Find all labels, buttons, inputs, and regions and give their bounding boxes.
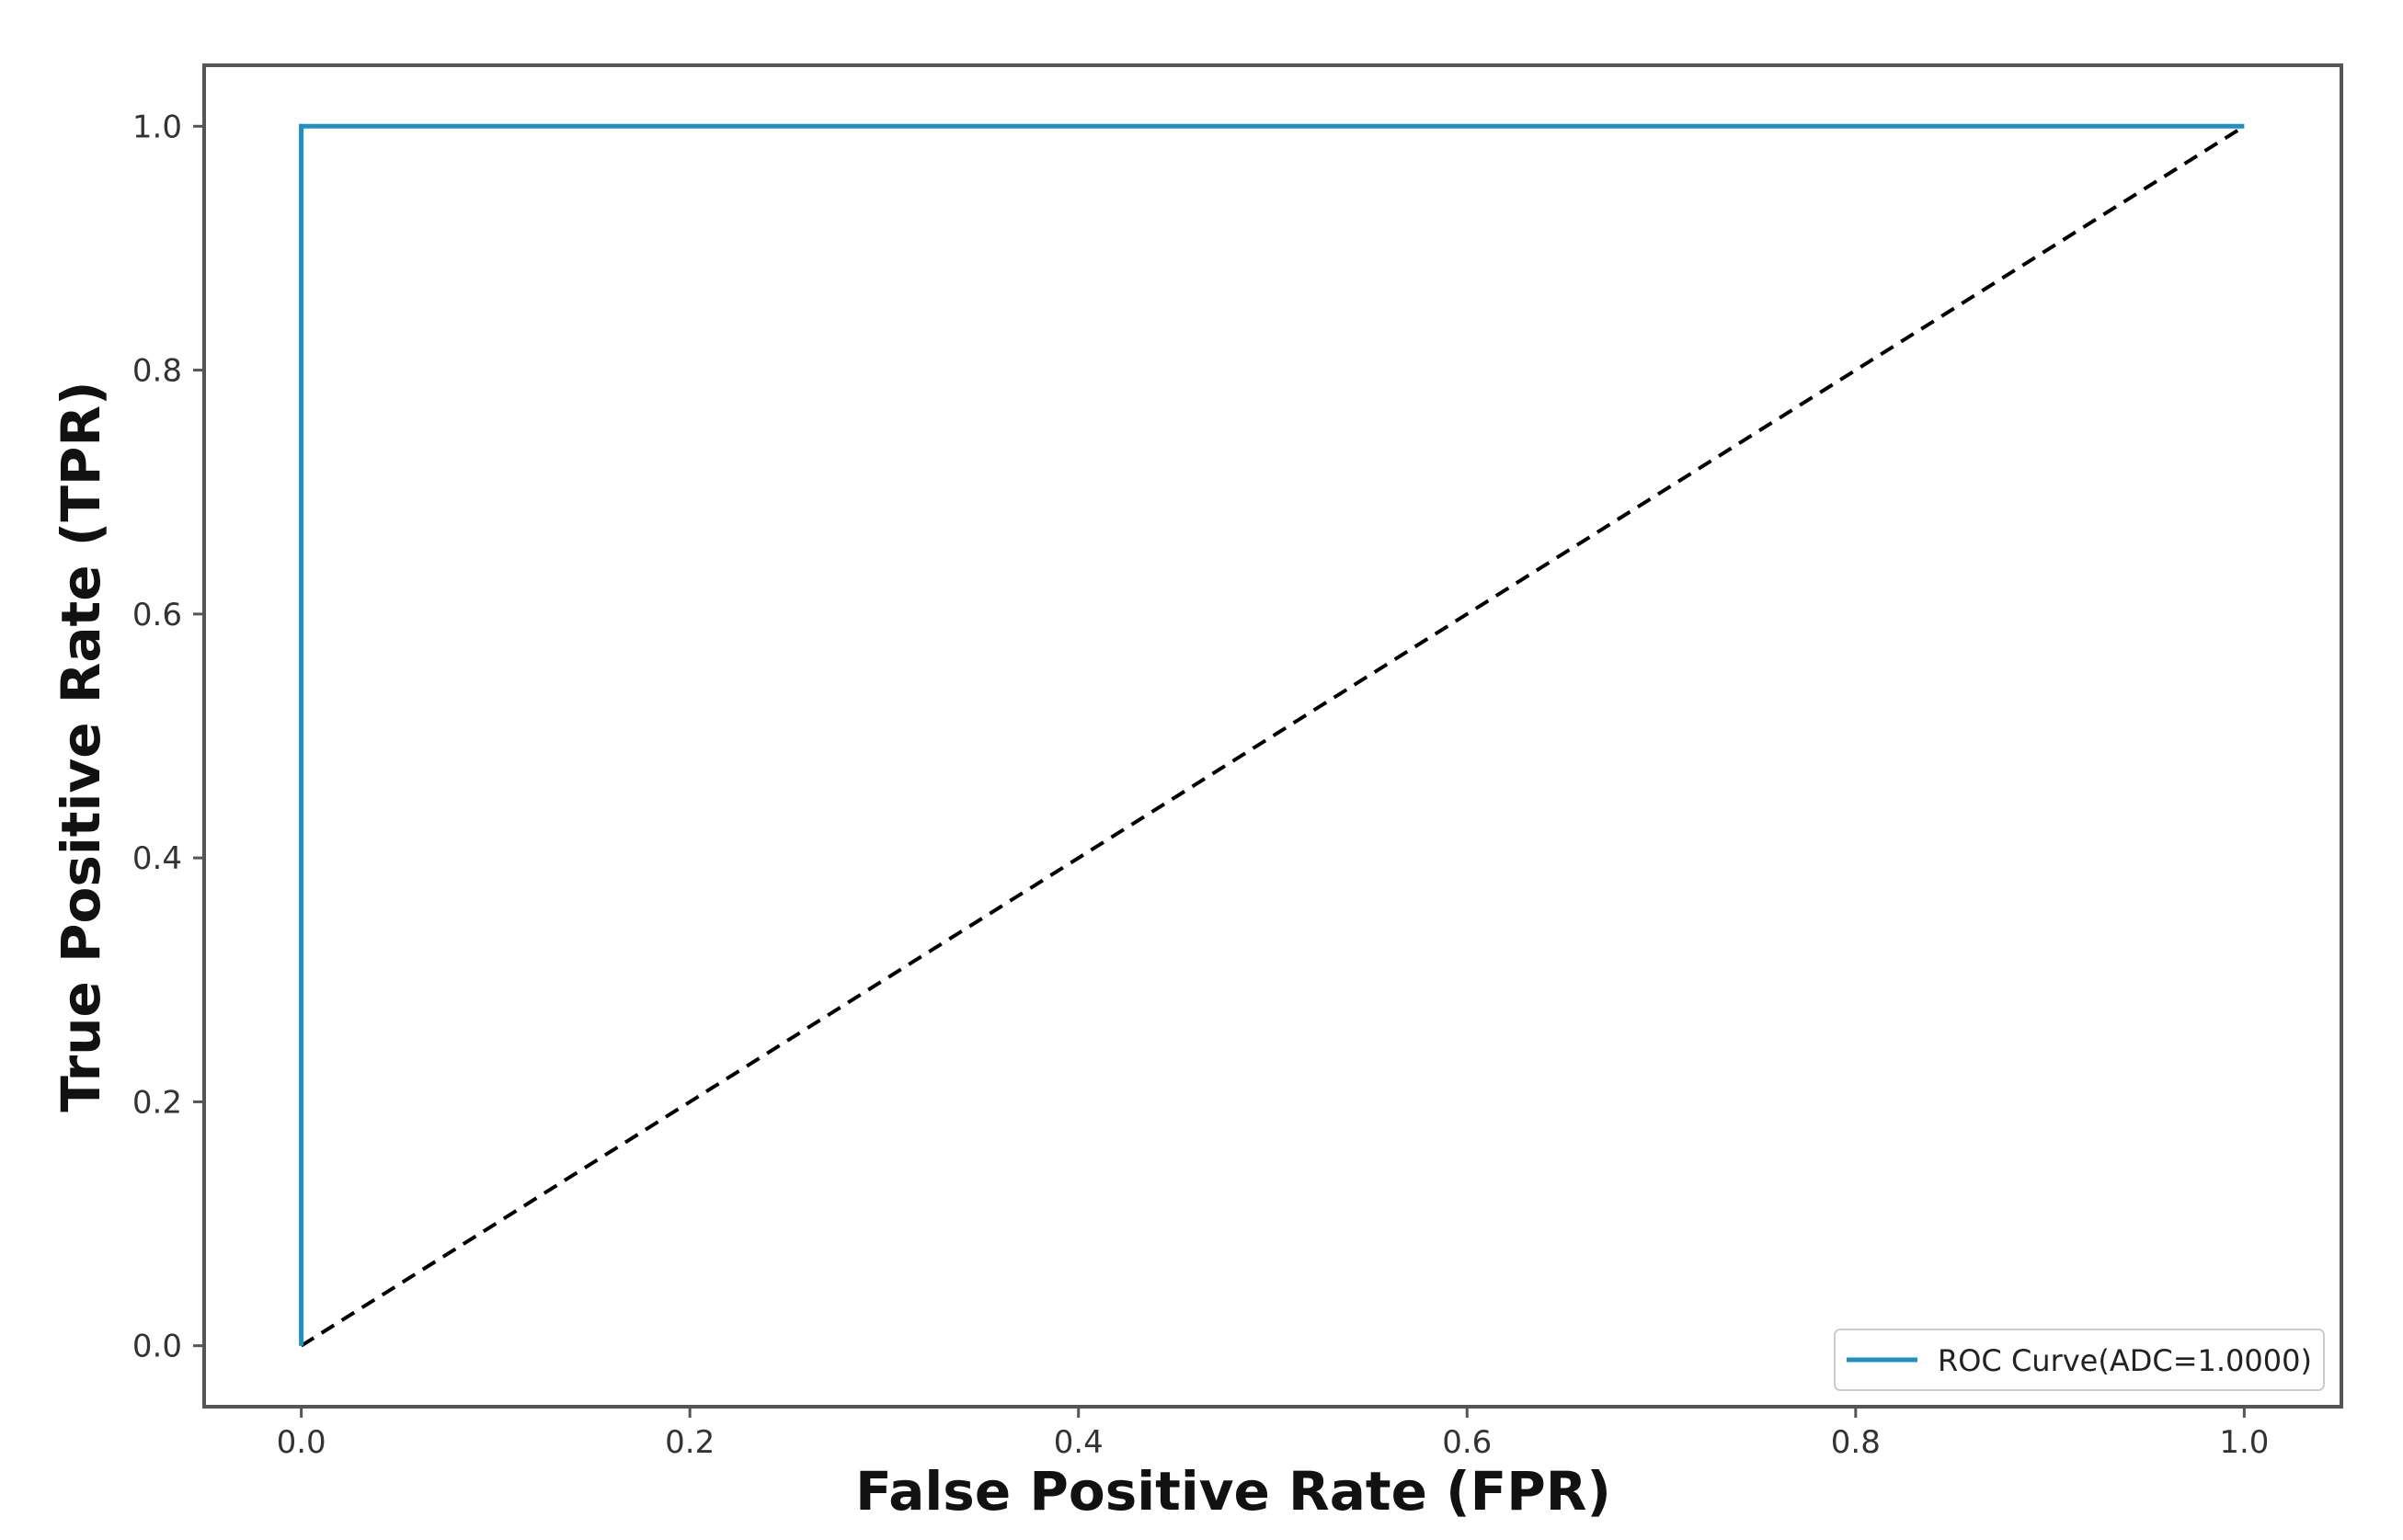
y-tick-label: 0.2 (132, 1084, 182, 1121)
series-layer (299, 123, 2246, 1348)
y-tick-label: 0.4 (132, 840, 182, 877)
y-tick-label: 1.0 (132, 108, 182, 145)
x-tick-label: 0.4 (1054, 1424, 1104, 1461)
legend: ROC Curve(ADC=1.0000) (1834, 1329, 2325, 1391)
x-tick-label: 0.6 (1442, 1424, 1492, 1461)
y-tick-label: 0.8 (132, 353, 182, 390)
x-axis-label: False Positive Rate (FPR) (855, 1460, 1611, 1523)
y-tick-label: 0.6 (132, 597, 182, 633)
roc-curve-line (299, 123, 2245, 1346)
legend-box (1834, 1329, 2325, 1391)
legend-label-roc: ROC Curve(ADC=1.0000) (1938, 1343, 2312, 1378)
y-axis-ticks: 0.0 0.2 0.4 0.6 0.8 1.0 (132, 108, 204, 1365)
x-axis-ticks: 0.0 0.2 0.4 0.6 0.8 1.0 (277, 1407, 2269, 1461)
x-tick-label: 0.0 (277, 1424, 326, 1461)
x-tick-label: 0.8 (1831, 1424, 1881, 1461)
x-tick-label: 0.2 (665, 1424, 715, 1461)
y-axis-label: True Positive Rate (TPR) (50, 381, 112, 1112)
x-tick-label: 1.0 (2219, 1424, 2269, 1461)
y-tick-label: 0.0 (132, 1329, 182, 1365)
